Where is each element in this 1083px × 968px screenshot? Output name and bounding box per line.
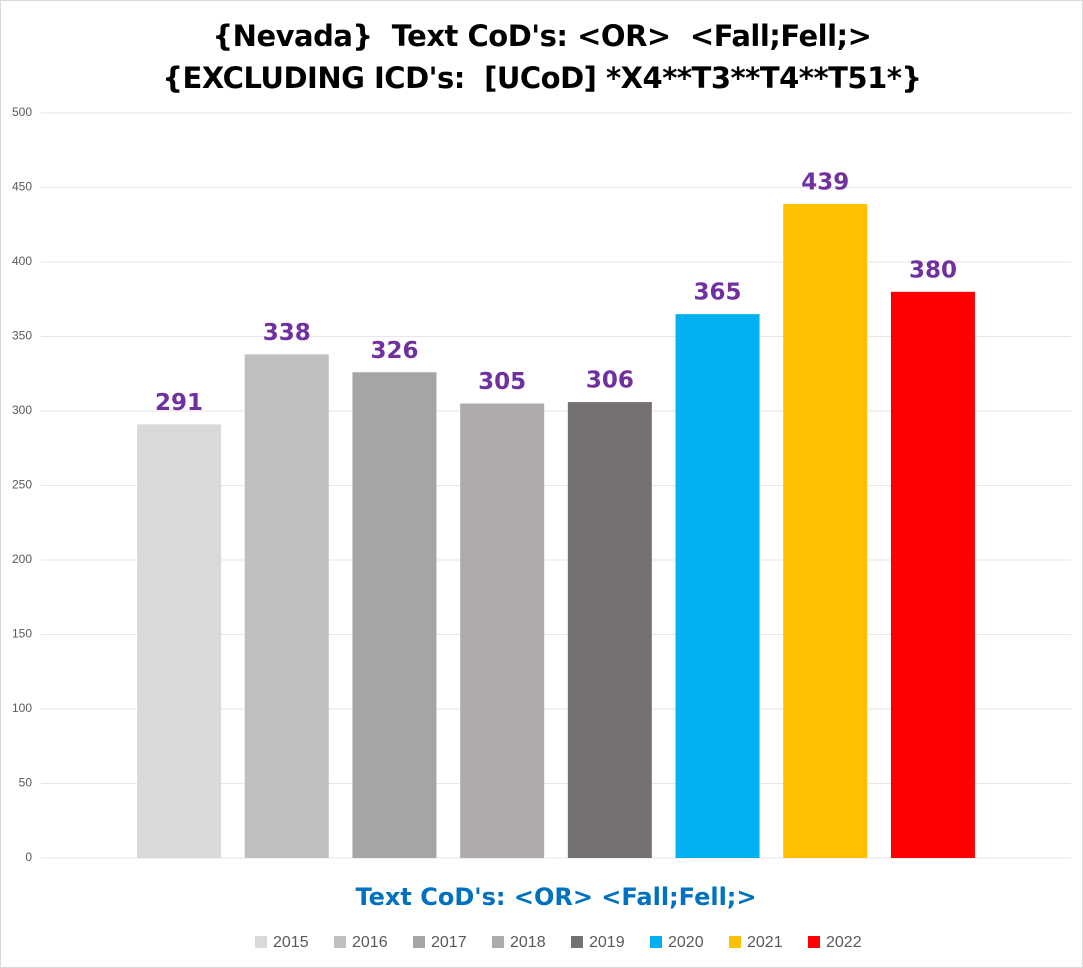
value-label: 326 [370,338,418,364]
value-label: 305 [478,369,526,395]
value-label: 338 [263,320,311,346]
legend-label: 2016 [352,934,388,951]
legend-label: 2021 [747,934,783,951]
legend-swatch [808,936,820,948]
legend-label: 2017 [431,934,467,951]
y-tick-label: 300 [12,403,32,417]
legend-swatch [492,936,504,948]
y-tick-label: 250 [12,478,32,492]
y-tick-label: 400 [12,254,32,268]
value-label: 439 [801,169,849,195]
legend-swatch [650,936,662,948]
value-label: 380 [909,257,957,283]
legend-label: 2018 [510,934,546,951]
legend-label: 2022 [826,934,862,951]
y-tick-label: 450 [12,180,32,194]
y-tick-label: 350 [12,329,32,343]
bar [137,424,222,858]
legend-label: 2020 [668,934,704,951]
bar [567,402,652,858]
value-label: 365 [694,280,742,306]
y-tick-label: 500 [12,105,32,119]
y-tick-label: 150 [12,627,32,641]
legend-swatch [729,936,741,948]
bar [460,403,545,858]
bar [352,372,437,858]
y-tick-label: 100 [12,701,32,715]
bar [244,354,329,858]
legend-swatch [334,936,346,948]
legend-swatch [413,936,425,948]
y-tick-label: 0 [25,850,32,864]
legend-label: 2015 [273,934,309,951]
y-tick-label: 50 [19,776,33,790]
bar [783,203,868,858]
value-label: 291 [155,390,203,416]
chart-title: {Nevada} Text CoD's: <OR> <Fall;Fell;>{E… [162,19,922,95]
legend-label: 2019 [589,934,625,951]
bar [675,314,760,858]
x-tick-label: Text CoD's: <OR> <Fall;Fell;> [355,883,756,911]
legend-swatch [255,936,267,948]
bar [890,291,975,858]
value-label: 306 [586,368,634,394]
legend-swatch [571,936,583,948]
y-tick-label: 200 [12,552,32,566]
